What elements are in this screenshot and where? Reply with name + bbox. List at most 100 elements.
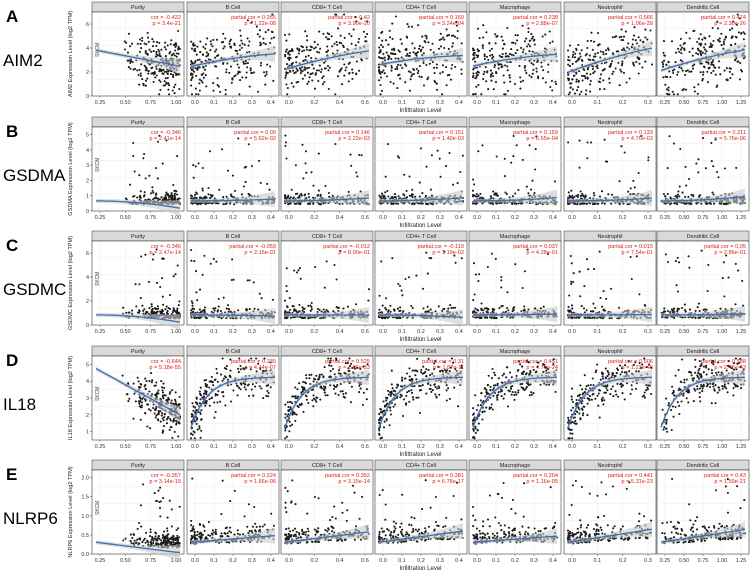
confidence-band xyxy=(191,45,275,69)
scatter-point xyxy=(238,48,241,51)
scatter-point xyxy=(681,191,684,194)
scatter-point xyxy=(577,86,580,89)
scatter-point xyxy=(605,297,608,300)
scatter-point xyxy=(172,75,175,78)
y-tick-label: 0 xyxy=(86,323,89,329)
scatter-point xyxy=(272,79,275,82)
scatter-point xyxy=(219,373,223,376)
scatter-point xyxy=(147,280,150,283)
scatter-point xyxy=(262,71,266,74)
scatter-point xyxy=(300,194,303,197)
scatter-point xyxy=(733,59,737,62)
scatter-point xyxy=(569,196,572,199)
scatter-point xyxy=(498,63,501,66)
scatter-point xyxy=(631,38,634,41)
scatter-point xyxy=(679,37,682,40)
scatter-point xyxy=(397,202,400,205)
scatter-point xyxy=(384,191,387,194)
scatter-point xyxy=(384,39,388,42)
scatter-point xyxy=(519,87,522,90)
scatter-point xyxy=(161,162,164,165)
scatter-point xyxy=(178,422,181,425)
scatter-point xyxy=(129,61,132,64)
scatter-point xyxy=(663,307,666,310)
scatter-point xyxy=(161,417,164,420)
scatter-point xyxy=(157,389,160,392)
x-axis-label: Infiltration Level xyxy=(399,108,441,114)
scatter-point xyxy=(687,195,690,198)
scatter-point xyxy=(474,60,477,63)
scatter-point xyxy=(298,303,301,306)
scatter-point xyxy=(171,53,174,56)
x-tick-label: 0.50 xyxy=(120,444,131,450)
scatter-point xyxy=(378,36,381,39)
scatter-point xyxy=(307,80,310,83)
scatter-point xyxy=(174,43,177,46)
scatter-point xyxy=(265,70,268,73)
scatter-point xyxy=(237,367,240,370)
column-title: Dendritic Cell xyxy=(687,5,720,11)
scatter-point xyxy=(454,35,457,38)
scatter-point xyxy=(677,261,681,264)
scatter-point xyxy=(495,35,498,38)
scatter-point xyxy=(218,188,221,191)
scatter-point xyxy=(297,52,300,55)
scatter-point xyxy=(523,66,526,69)
scatter-point xyxy=(593,268,596,271)
scatter-point xyxy=(172,73,175,76)
scatter-point xyxy=(196,316,199,319)
scatter-point xyxy=(412,68,416,72)
scatter-point xyxy=(173,54,176,57)
scatter-point xyxy=(157,307,160,310)
scatter-point xyxy=(196,67,199,70)
scatter-point xyxy=(327,87,330,91)
scatter-point xyxy=(544,81,547,84)
y-tick-label: 5 xyxy=(86,362,89,368)
scatter-point xyxy=(588,316,591,319)
scatter-point xyxy=(426,272,429,275)
scatter-point xyxy=(190,84,193,87)
scatter-point xyxy=(334,93,337,96)
scatter-point xyxy=(504,64,507,67)
scatter-point xyxy=(617,61,620,64)
scatter-point xyxy=(608,81,611,84)
scatter-point xyxy=(569,86,572,89)
scatter-point xyxy=(244,388,247,391)
scatter-point xyxy=(547,70,550,74)
scatter-point xyxy=(664,83,667,86)
scatter-point xyxy=(228,71,231,74)
scatter-point xyxy=(354,16,357,19)
scatter-point xyxy=(418,181,421,184)
scatter-point xyxy=(310,46,313,49)
scatter-point xyxy=(161,395,165,398)
scatter-point xyxy=(308,202,311,205)
scatter-point xyxy=(472,93,475,96)
scatter-point xyxy=(249,67,252,70)
scatter-point xyxy=(472,52,475,55)
p-value-label: p = 6.65e-04 xyxy=(526,136,558,142)
scatter-point xyxy=(602,51,605,54)
scatter-point xyxy=(174,189,177,192)
x-tick-label: 0.3 xyxy=(248,100,256,106)
scatter-point xyxy=(593,194,596,197)
scatter-point xyxy=(699,44,702,47)
scatter-point xyxy=(622,39,625,42)
scatter-point xyxy=(211,194,214,197)
scatter-point xyxy=(596,316,599,319)
x-tick-label: 1.00 xyxy=(171,444,182,450)
scatter-point xyxy=(410,75,413,78)
scatter-point xyxy=(705,61,708,64)
scatter-point xyxy=(604,160,608,163)
scatter-point xyxy=(632,62,635,66)
scatter-point xyxy=(159,410,162,413)
scatter-point xyxy=(236,52,239,55)
scatter-point xyxy=(285,267,288,270)
scatter-point xyxy=(586,141,589,144)
scatter-point xyxy=(352,28,355,31)
scatter-point xyxy=(583,75,587,78)
scatter-point xyxy=(488,42,491,45)
column-title: CD8+ T Cell xyxy=(312,5,342,11)
scatter-point xyxy=(419,147,422,150)
scatter-point xyxy=(286,196,289,199)
scatter-point xyxy=(531,179,534,182)
